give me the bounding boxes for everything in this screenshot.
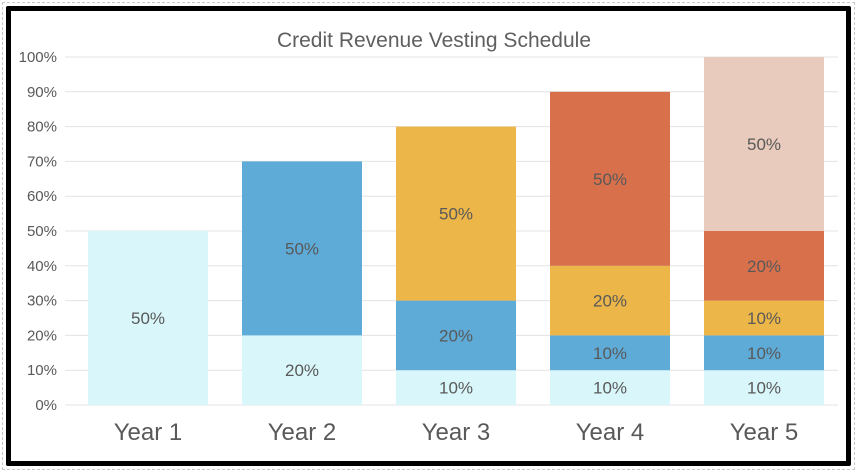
bar-segment	[396, 370, 516, 405]
data-label: 10%	[747, 379, 781, 398]
bar-segment	[396, 300, 516, 371]
data-label: 50%	[747, 135, 781, 154]
x-tick-label: Year 1	[114, 419, 183, 446]
data-label: 20%	[285, 361, 319, 380]
bar-segment	[550, 265, 670, 336]
y-axis: 0% 10% 20% 30% 40% 50% 60% 70% 80% 90% 100%	[19, 49, 57, 414]
y-tick-label: 40%	[27, 258, 57, 275]
bar-segment	[704, 300, 824, 336]
y-tick-label: 90%	[27, 84, 57, 101]
bar-segment	[550, 91, 670, 266]
x-tick-label: Year 4	[576, 419, 645, 446]
bar-segment	[704, 57, 824, 231]
bar-segment	[396, 126, 516, 301]
data-label: 50%	[593, 170, 627, 189]
y-tick-label: 80%	[27, 119, 57, 136]
data-label: 20%	[439, 326, 473, 345]
bars: 50% 20% 50% 10% 20% 50% 10% 10% 20% 50% 10% 10% 10% 2…	[88, 57, 824, 405]
y-tick-label: 60%	[27, 188, 57, 205]
bar-segment	[704, 335, 824, 371]
data-label: 10%	[747, 344, 781, 363]
data-label: 50%	[131, 309, 165, 328]
data-label: 20%	[593, 292, 627, 311]
chart-title: Credit Revenue Vesting Schedule	[277, 29, 591, 52]
bar-segment	[550, 370, 670, 405]
x-tick-label: Year 2	[268, 419, 337, 446]
data-label: 50%	[439, 205, 473, 224]
y-tick-label: 0%	[35, 397, 57, 414]
y-tick-label: 20%	[27, 327, 57, 344]
x-tick-label: Year 5	[730, 419, 799, 446]
data-label: 20%	[747, 257, 781, 276]
data-label: 10%	[593, 379, 627, 398]
bar-segment	[242, 161, 362, 336]
data-label: 10%	[593, 344, 627, 363]
x-tick-label: Year 3	[422, 419, 491, 446]
data-label: 10%	[439, 379, 473, 398]
y-tick-label: 30%	[27, 293, 57, 310]
data-label: 10%	[747, 309, 781, 328]
y-tick-label: 70%	[27, 153, 57, 170]
y-tick-label: 10%	[27, 362, 57, 379]
y-tick-label: 50%	[27, 223, 57, 240]
data-label: 50%	[285, 239, 319, 258]
bar-segment	[704, 370, 824, 405]
bar-segment	[88, 231, 208, 405]
x-axis: Year 1 Year 2 Year 3 Year 4 Year 5	[114, 419, 799, 446]
y-tick-label: 100%	[19, 49, 57, 66]
bar-segment	[550, 335, 670, 371]
bar-segment	[704, 231, 824, 301]
bar-segment	[242, 335, 362, 405]
